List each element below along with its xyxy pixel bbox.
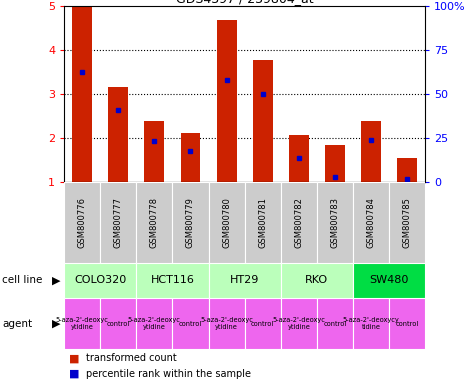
Bar bbox=[253, 60, 273, 182]
Bar bbox=[353, 182, 389, 263]
Text: HT29: HT29 bbox=[230, 275, 259, 285]
Text: 5-aza-2'-deoxyc
ytidine: 5-aza-2'-deoxyc ytidine bbox=[128, 317, 181, 330]
Bar bbox=[245, 182, 281, 263]
Text: ▶: ▶ bbox=[52, 318, 60, 329]
Text: GSM800782: GSM800782 bbox=[294, 197, 303, 248]
Text: GSM800781: GSM800781 bbox=[258, 197, 267, 248]
Text: control: control bbox=[107, 321, 130, 326]
Bar bbox=[245, 298, 281, 349]
Bar bbox=[64, 298, 100, 349]
Text: agent: agent bbox=[2, 318, 32, 329]
Text: cell line: cell line bbox=[2, 275, 43, 285]
Bar bbox=[397, 158, 417, 182]
Text: GSM800776: GSM800776 bbox=[78, 197, 86, 248]
Text: GSM800780: GSM800780 bbox=[222, 197, 231, 248]
Bar bbox=[217, 20, 237, 182]
Bar bbox=[281, 263, 353, 298]
Bar bbox=[317, 298, 353, 349]
Bar bbox=[172, 182, 209, 263]
Bar bbox=[317, 182, 353, 263]
Text: RKO: RKO bbox=[305, 275, 328, 285]
Bar bbox=[281, 182, 317, 263]
Text: GSM800783: GSM800783 bbox=[331, 197, 339, 248]
Text: COLO320: COLO320 bbox=[74, 275, 126, 285]
Bar bbox=[209, 298, 245, 349]
Bar bbox=[361, 121, 381, 182]
Text: ▶: ▶ bbox=[52, 275, 60, 285]
Text: GSM800779: GSM800779 bbox=[186, 197, 195, 248]
Text: GSM800777: GSM800777 bbox=[114, 197, 123, 248]
Bar bbox=[289, 135, 309, 182]
Text: ■: ■ bbox=[69, 353, 79, 363]
Text: control: control bbox=[179, 321, 202, 326]
Bar bbox=[180, 133, 200, 182]
Text: ■: ■ bbox=[69, 369, 79, 379]
Bar bbox=[281, 298, 317, 349]
Text: transformed count: transformed count bbox=[86, 353, 176, 363]
Text: GSM800784: GSM800784 bbox=[367, 197, 375, 248]
Bar bbox=[100, 298, 136, 349]
Text: 5-aza-2'-deoxyc
ytidine: 5-aza-2'-deoxyc ytidine bbox=[200, 317, 253, 330]
Bar bbox=[172, 298, 209, 349]
Text: control: control bbox=[251, 321, 274, 326]
Text: 5-aza-2'-deoxyc
ytidine: 5-aza-2'-deoxyc ytidine bbox=[272, 317, 325, 330]
Text: percentile rank within the sample: percentile rank within the sample bbox=[86, 369, 250, 379]
Bar bbox=[353, 298, 389, 349]
Bar bbox=[389, 298, 425, 349]
Bar bbox=[136, 263, 209, 298]
Text: 5-aza-2'-deoxyc
ytidine: 5-aza-2'-deoxyc ytidine bbox=[56, 317, 109, 330]
Bar bbox=[136, 182, 172, 263]
Bar bbox=[100, 182, 136, 263]
Text: HCT116: HCT116 bbox=[151, 275, 194, 285]
Bar bbox=[209, 182, 245, 263]
Bar bbox=[144, 121, 164, 182]
Bar bbox=[209, 263, 281, 298]
Text: SW480: SW480 bbox=[370, 275, 408, 285]
Bar bbox=[325, 145, 345, 182]
Text: 5-aza-2'-deoxycy
tidine: 5-aza-2'-deoxycy tidine bbox=[342, 317, 399, 330]
Text: GSM800785: GSM800785 bbox=[403, 197, 411, 248]
Bar bbox=[108, 88, 128, 182]
Bar bbox=[72, 6, 92, 182]
Bar bbox=[64, 263, 136, 298]
Bar bbox=[353, 263, 425, 298]
Text: control: control bbox=[396, 321, 418, 326]
Bar bbox=[64, 182, 100, 263]
Title: GDS4397 / 239804_at: GDS4397 / 239804_at bbox=[176, 0, 314, 5]
Text: GSM800778: GSM800778 bbox=[150, 197, 159, 248]
Bar bbox=[389, 182, 425, 263]
Bar bbox=[136, 298, 172, 349]
Text: control: control bbox=[323, 321, 346, 326]
